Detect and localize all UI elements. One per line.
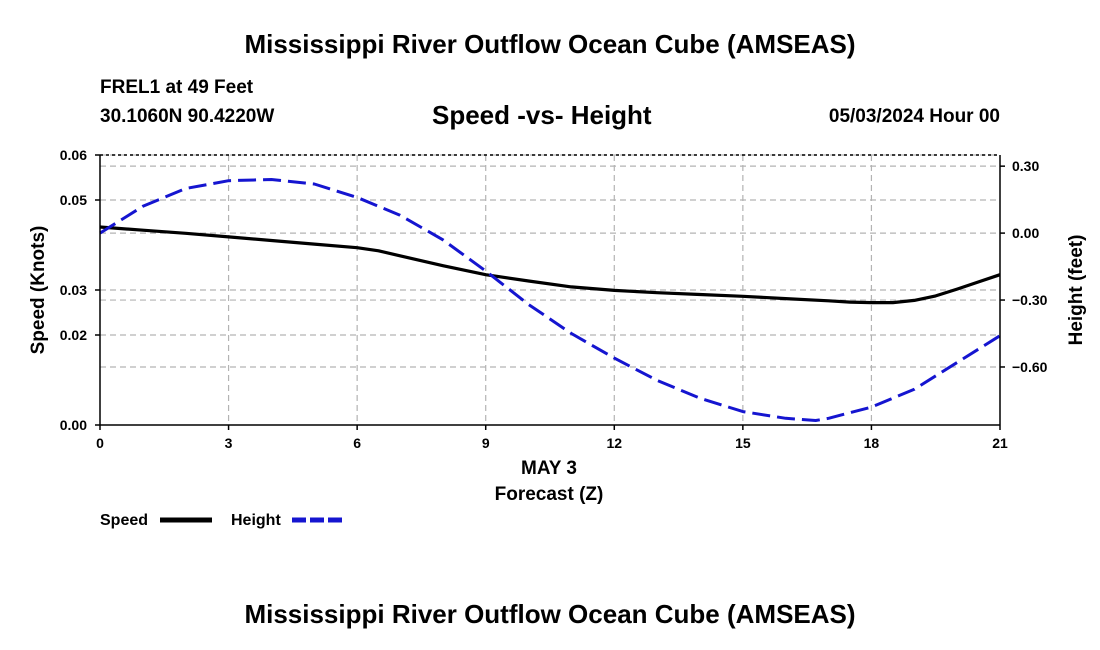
- y-left-tick-label: 0.05: [60, 192, 87, 208]
- chart-main-title: Mississippi River Outflow Ocean Cube (AM…: [244, 29, 856, 59]
- x-tick-label: 9: [482, 435, 490, 451]
- chart-legend: Speed Height: [100, 512, 342, 529]
- x-tick-label: 21: [992, 435, 1008, 451]
- station-coordinates: 30.1060N 90.4220W: [100, 106, 275, 127]
- tick-labels: 0 3 6 9 12 15 18 21 0.00 0.02 0.03 0.05 0.06 −0.60 −0.…: [60, 147, 1048, 451]
- legend-speed-label: Speed: [100, 512, 148, 529]
- y-left-axis-label: Speed (Knots): [28, 226, 49, 355]
- chart-axes: [95, 154, 1005, 430]
- series-lines: [99, 178, 1001, 422]
- x-tick-label: 12: [606, 435, 622, 451]
- x-axis-label: Forecast (Z): [495, 484, 604, 505]
- y-left-tick-label: 0.00: [60, 417, 87, 433]
- y-right-tick-label: −0.30: [1012, 292, 1048, 308]
- station-label: FREL1 at 49 Feet: [100, 77, 254, 98]
- x-tick-label: 18: [864, 435, 880, 451]
- footer-title: Mississippi River Outflow Ocean Cube (AM…: [244, 599, 856, 629]
- series-line-height: [99, 178, 1001, 422]
- y-left-tick-label: 0.03: [60, 282, 87, 298]
- legend-height-label: Height: [231, 512, 281, 529]
- x-tick-label: 0: [96, 435, 104, 451]
- x-tick-label: 15: [735, 435, 751, 451]
- y-right-tick-label: 0.00: [1012, 225, 1039, 241]
- series-line-speed: [99, 225, 1001, 305]
- y-right-tick-label: −0.60: [1012, 359, 1048, 375]
- y-left-tick-label: 0.06: [60, 147, 87, 163]
- y-left-tick-label: 0.02: [60, 327, 87, 343]
- x-date-label: MAY 3: [521, 458, 577, 479]
- y-right-tick-label: 0.30: [1012, 158, 1039, 174]
- forecast-datetime: 05/03/2024 Hour 00: [828, 106, 1000, 127]
- x-tick-label: 6: [353, 435, 361, 451]
- y-right-axis-label: Height (feet): [1066, 235, 1087, 346]
- grid-lines: [100, 154, 1000, 425]
- x-tick-label: 3: [225, 435, 233, 451]
- chart-subtitle: Speed -vs- Height: [432, 100, 652, 130]
